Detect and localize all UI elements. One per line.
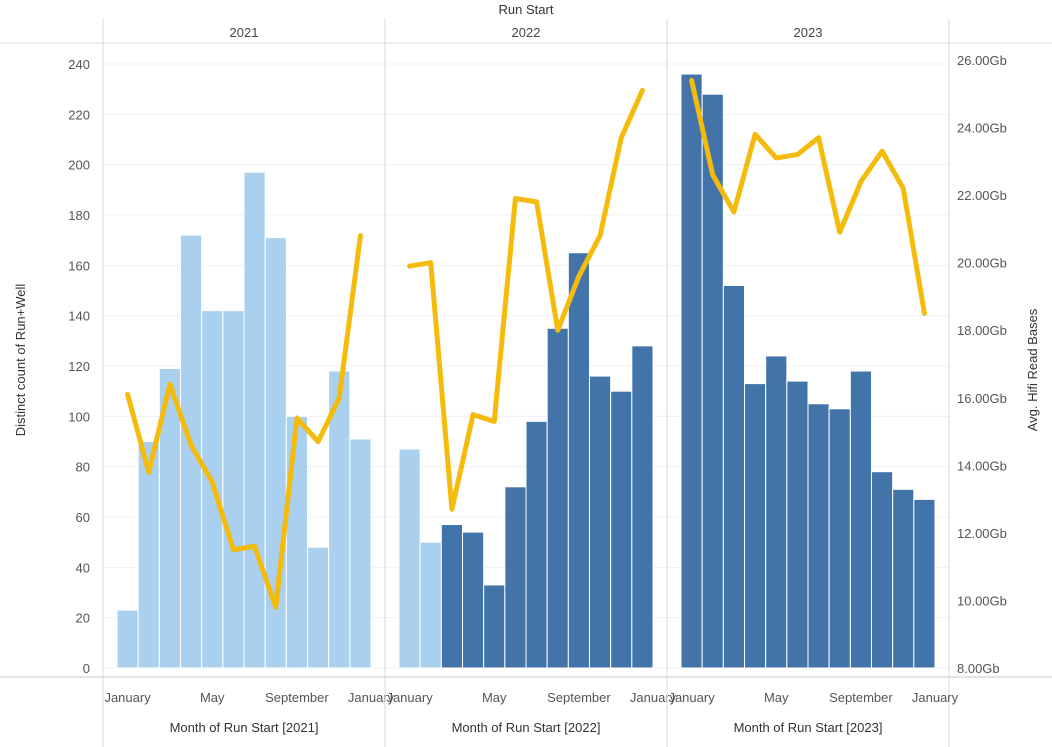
x-axis-label-2023: Month of Run Start [2023] [734, 720, 883, 735]
line-series-2023 [689, 77, 927, 316]
y-left-tick-5: 100 [68, 409, 90, 424]
x-tick-2022-0: January [386, 690, 433, 705]
bar-2021-1 [116, 609, 139, 669]
line-series-2022 [407, 87, 645, 512]
bar-2021-12 [349, 438, 372, 669]
y-left-tick-1: 20 [76, 611, 90, 626]
y-right-tick-6: 20.00Gb [957, 256, 1007, 271]
y-right-axis-label: Avg. Hifi Read Bases [1025, 308, 1040, 431]
lines [125, 77, 927, 610]
bar-2023-5 [765, 355, 788, 669]
bar-2022-6 [504, 486, 527, 669]
y-left-tick-0: 0 [83, 661, 90, 676]
x-tick-2023-3: January [912, 690, 959, 705]
line-series-2021 [125, 233, 363, 610]
y-right-tick-3: 14.00Gb [957, 458, 1007, 473]
y-right-tick-1: 10.00Gb [957, 593, 1007, 608]
bar-2022-8 [546, 327, 569, 669]
bar-2021-2 [137, 441, 160, 669]
x-tick-2021-0: January [104, 690, 151, 705]
x-tick-2022-2: September [547, 690, 611, 705]
x-tick-2022-3: January [630, 690, 677, 705]
y-left-tick-2: 40 [76, 560, 90, 575]
bar-2021-10 [307, 546, 330, 669]
bar-2023-8 [828, 408, 851, 669]
y-right-tick-9: 26.00Gb [957, 53, 1007, 68]
x-tick-2023-0: January [668, 690, 715, 705]
facet-header-2022: 2022 [512, 25, 541, 40]
y-left-tick-4: 80 [76, 460, 90, 475]
x-tick-2023-1: May [764, 690, 789, 705]
bar-2022-1 [398, 448, 421, 669]
y-left-tick-8: 160 [68, 258, 90, 273]
chart-title: Run Start [499, 2, 554, 17]
bar-2023-3 [722, 284, 745, 669]
x-tick-2023-2: September [829, 690, 893, 705]
bars [116, 73, 936, 669]
bar-2021-4 [180, 234, 203, 669]
bar-2023-10 [871, 471, 894, 669]
y-left-tick-3: 60 [76, 510, 90, 525]
bar-2021-9 [285, 415, 309, 669]
x-tick-2022-1: May [482, 690, 507, 705]
x-tick-2021-2: September [265, 690, 329, 705]
y-left-tick-11: 220 [68, 107, 90, 122]
x-tick-2021-3: January [348, 690, 395, 705]
y-right-tick-0: 8.00Gb [957, 661, 1000, 676]
y-right-tick-8: 24.00Gb [957, 121, 1007, 136]
bar-2022-9 [567, 252, 590, 669]
bar-2023-1 [680, 73, 703, 669]
y-left-axis-label: Distinct count of Run+Well [13, 284, 28, 437]
bar-2022-7 [525, 420, 548, 669]
bar-2022-4 [462, 531, 485, 669]
y-left-tick-6: 120 [68, 359, 90, 374]
y-right-tick-5: 18.00Gb [957, 323, 1007, 338]
x-axis-label-2022: Month of Run Start [2022] [452, 720, 601, 735]
bar-2023-12 [913, 498, 936, 669]
y-left-tick-10: 200 [68, 158, 90, 173]
bar-2023-2 [701, 93, 724, 669]
bar-2023-9 [849, 370, 872, 669]
bar-2022-3 [440, 524, 464, 669]
facet-header-2023: 2023 [794, 25, 823, 40]
bar-2022-11 [610, 390, 633, 669]
bar-2021-6 [222, 310, 245, 669]
bar-2023-4 [744, 383, 767, 669]
x-tick-2021-1: May [200, 690, 225, 705]
y-right-tick-2: 12.00Gb [957, 526, 1007, 541]
bar-2022-12 [631, 345, 654, 669]
y-left-tick-9: 180 [68, 208, 90, 223]
bar-2022-2 [419, 541, 442, 669]
bar-2023-6 [786, 380, 809, 669]
bar-2023-11 [892, 488, 915, 669]
y-right-tick-4: 16.00Gb [957, 391, 1007, 406]
bar-2022-10 [589, 375, 612, 669]
y-left-tick-7: 140 [68, 309, 90, 324]
x-axis-label-2021: Month of Run Start [2021] [170, 720, 319, 735]
y-left-tick-12: 240 [68, 57, 90, 72]
axes: 2021 January May September January Month of R… [0, 19, 1052, 747]
y-right-tick-7: 22.00Gb [957, 188, 1007, 203]
bar-2021-7 [243, 171, 266, 669]
bar-2022-5 [483, 584, 506, 669]
facet-header-2021: 2021 [230, 25, 259, 40]
bar-2023-7 [807, 403, 830, 669]
